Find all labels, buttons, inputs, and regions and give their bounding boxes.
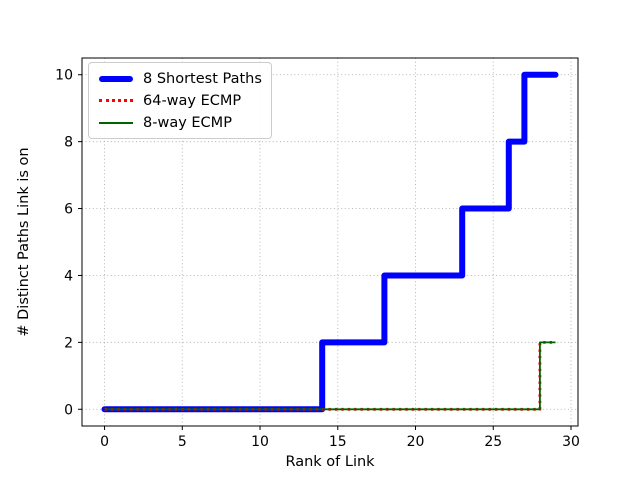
- y-tick-label: 8: [64, 135, 73, 151]
- series-line-8-shortest-paths: [101, 71, 559, 413]
- x-tick-label: 15: [329, 434, 347, 450]
- y-tick-label: 6: [64, 202, 73, 218]
- legend-dotted-line-icon: [99, 99, 133, 102]
- legend-solid-line-icon: [99, 121, 133, 124]
- y-tick-label: 0: [64, 402, 73, 418]
- x-tick-label: 10: [251, 434, 269, 450]
- legend-label: 8-way ECMP: [143, 114, 232, 131]
- x-tick-label: 25: [484, 434, 502, 450]
- x-tick-label: 20: [407, 434, 425, 450]
- x-tick-label: 5: [178, 434, 187, 450]
- legend-item-8-way-ecmp: 8-way ECMP: [99, 114, 262, 131]
- x-tick-label: 30: [562, 434, 580, 450]
- legend-thick-line-icon: [99, 75, 133, 82]
- y-tick-label: 10: [55, 68, 73, 84]
- legend-item-64-way-ecmp: 64-way ECMP: [99, 92, 262, 109]
- legend: 8 Shortest Paths 64-way ECMP 8-way ECMP: [88, 62, 272, 139]
- legend-label: 8 Shortest Paths: [143, 70, 262, 87]
- legend-item-8-shortest-paths: 8 Shortest Paths: [99, 70, 262, 87]
- x-axis-label: Rank of Link: [285, 454, 375, 470]
- y-tick-label: 4: [64, 268, 73, 284]
- x-tick-label: 0: [100, 434, 109, 450]
- series-line-8-way-ecmp: [104, 341, 556, 411]
- legend-label: 64-way ECMP: [143, 92, 242, 109]
- y-tick-label: 2: [64, 335, 73, 351]
- axes-frame: [81, 57, 579, 427]
- y-axis-label: # Distinct Paths Link is on: [16, 147, 32, 337]
